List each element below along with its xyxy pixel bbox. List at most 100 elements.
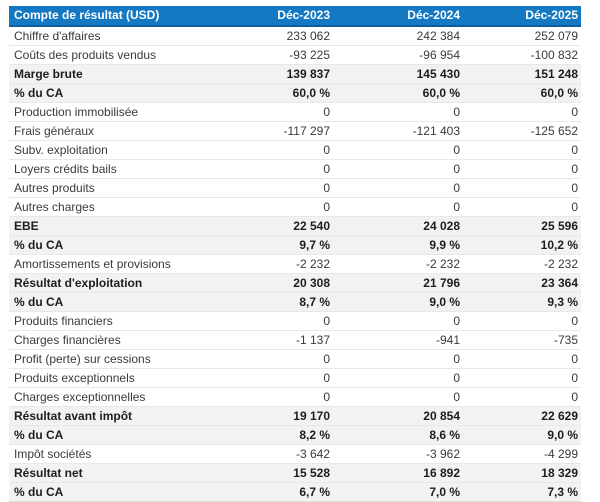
row-label: Impôt sociétés xyxy=(14,447,92,461)
table-row: % du CA 6,7 % 7,0 % 7,3 % xyxy=(9,482,581,502)
row-label: Résultat d'exploitation xyxy=(14,276,143,290)
table-row: Autres charges 0 0 0 xyxy=(9,197,581,217)
row-value-dec-2024: 7,0 % xyxy=(429,485,460,499)
row-value-dec-2024: 60,0 % xyxy=(422,86,460,100)
row-value-dec-2025: 0 xyxy=(571,314,578,328)
row-value-dec-2024: 20 854 xyxy=(423,409,460,423)
table-row: Résultat d'exploitation 20 308 21 796 23… xyxy=(9,273,581,293)
row-label: Production immobilisée xyxy=(14,105,139,119)
row-value-dec-2025: 0 xyxy=(571,181,578,195)
row-value-dec-2024: 21 796 xyxy=(423,276,460,290)
row-label: Marge brute xyxy=(14,67,83,81)
row-value-dec-2023: 0 xyxy=(323,314,330,328)
row-label: Charges exceptionnelles xyxy=(14,390,146,404)
table-row: EBE 22 540 24 028 25 596 xyxy=(9,216,581,236)
row-label: % du CA xyxy=(14,238,64,252)
row-value-dec-2024: 0 xyxy=(453,314,460,328)
row-label: Produits exceptionnels xyxy=(14,371,135,385)
row-value-dec-2023: 0 xyxy=(323,143,330,157)
row-value-dec-2025: 25 596 xyxy=(541,219,578,233)
row-label: Subv. exploitation xyxy=(14,143,108,157)
row-label: Autres produits xyxy=(14,181,95,195)
row-value-dec-2023: -2 232 xyxy=(295,257,330,271)
row-value-dec-2023: 0 xyxy=(323,181,330,195)
table-row: Subv. exploitation 0 0 0 xyxy=(9,140,581,160)
row-value-dec-2023: 0 xyxy=(323,352,330,366)
income-statement-table: Compte de résultat (USD) Déc-2023 Déc-20… xyxy=(9,6,581,502)
row-value-dec-2024: 0 xyxy=(453,371,460,385)
row-value-dec-2025: 151 248 xyxy=(534,67,578,81)
row-value-dec-2024: 0 xyxy=(453,181,460,195)
row-value-dec-2023: 60,0 % xyxy=(292,86,330,100)
row-value-dec-2024: 145 430 xyxy=(416,67,460,81)
row-value-dec-2024: 0 xyxy=(453,352,460,366)
table-body: Chiffre d'affaires 233 062 242 384 252 0… xyxy=(9,26,581,502)
row-value-dec-2024: 0 xyxy=(453,162,460,176)
row-value-dec-2025: 7,3 % xyxy=(547,485,578,499)
income-statement-container: Compte de résultat (USD) Déc-2023 Déc-20… xyxy=(9,6,581,502)
row-value-dec-2025: -125 652 xyxy=(530,124,578,138)
row-label: Loyers crédits bails xyxy=(14,162,117,176)
row-value-dec-2023: 15 528 xyxy=(293,466,330,480)
row-value-dec-2023: 233 062 xyxy=(286,29,330,43)
row-value-dec-2025: 60,0 % xyxy=(540,86,578,100)
column-header-dec-2023: Déc-2023 xyxy=(233,6,333,27)
table-row: % du CA 60,0 % 60,0 % 60,0 % xyxy=(9,83,581,103)
row-value-dec-2024: 0 xyxy=(453,143,460,157)
row-value-dec-2025: 0 xyxy=(571,105,578,119)
row-value-dec-2025: 0 xyxy=(571,143,578,157)
row-label: Chiffre d'affaires xyxy=(14,29,101,43)
row-value-dec-2025: -735 xyxy=(553,333,578,347)
row-value-dec-2024: 0 xyxy=(453,200,460,214)
row-value-dec-2023: 0 xyxy=(323,390,330,404)
row-value-dec-2024: -3 962 xyxy=(425,447,460,461)
table-row: Marge brute 139 837 145 430 151 248 xyxy=(9,64,581,84)
row-label: Résultat net xyxy=(14,466,83,480)
row-value-dec-2023: 0 xyxy=(323,105,330,119)
row-label: Charges financières xyxy=(14,333,121,347)
row-value-dec-2023: 0 xyxy=(323,162,330,176)
row-value-dec-2025: 0 xyxy=(571,352,578,366)
row-value-dec-2024: 0 xyxy=(453,390,460,404)
row-value-dec-2023: 139 837 xyxy=(286,67,330,81)
row-value-dec-2025: 0 xyxy=(571,162,578,176)
table-row: % du CA 8,7 % 9,0 % 9,3 % xyxy=(9,292,581,312)
row-label: Frais généraux xyxy=(14,124,95,138)
row-value-dec-2023: 0 xyxy=(323,371,330,385)
row-value-dec-2025: 10,2 % xyxy=(540,238,578,252)
row-value-dec-2024: 0 xyxy=(453,105,460,119)
row-label: % du CA xyxy=(14,428,64,442)
row-value-dec-2024: 9,9 % xyxy=(429,238,460,252)
row-value-dec-2024: 8,6 % xyxy=(429,428,460,442)
row-value-dec-2023: 8,7 % xyxy=(299,295,330,309)
row-value-dec-2024: -96 954 xyxy=(419,48,460,62)
row-label: Amortissements et provisions xyxy=(14,257,171,271)
row-value-dec-2023: 9,7 % xyxy=(299,238,330,252)
row-value-dec-2024: 24 028 xyxy=(423,219,460,233)
table-row: Produits exceptionnels 0 0 0 xyxy=(9,368,581,388)
column-header-dec-2025: Déc-2025 xyxy=(463,6,581,27)
table-row: Profit (perte) sur cessions 0 0 0 xyxy=(9,349,581,369)
row-value-dec-2023: -93 225 xyxy=(289,48,330,62)
table-row: Chiffre d'affaires 233 062 242 384 252 0… xyxy=(9,26,581,46)
row-label: Profit (perte) sur cessions xyxy=(14,352,151,366)
row-value-dec-2025: 252 079 xyxy=(534,29,578,43)
row-value-dec-2023: -3 642 xyxy=(295,447,330,461)
row-value-dec-2023: 0 xyxy=(323,200,330,214)
table-title: Compte de résultat (USD) xyxy=(9,6,233,27)
table-row: Résultat avant impôt 19 170 20 854 22 62… xyxy=(9,406,581,426)
table-row: Charges exceptionnelles 0 0 0 xyxy=(9,387,581,407)
row-value-dec-2023: 22 540 xyxy=(293,219,330,233)
row-label: Autres charges xyxy=(14,200,95,214)
row-value-dec-2023: 20 308 xyxy=(293,276,330,290)
row-label: % du CA xyxy=(14,295,64,309)
row-value-dec-2025: 0 xyxy=(571,390,578,404)
table-row: % du CA 9,7 % 9,9 % 10,2 % xyxy=(9,235,581,255)
row-value-dec-2024: 9,0 % xyxy=(429,295,460,309)
row-value-dec-2025: -100 832 xyxy=(530,48,578,62)
column-header-dec-2024: Déc-2024 xyxy=(333,6,463,27)
row-label: % du CA xyxy=(14,86,64,100)
table-row: Résultat net 15 528 16 892 18 329 xyxy=(9,463,581,483)
row-value-dec-2024: -121 403 xyxy=(412,124,460,138)
table-row: % du CA 8,2 % 8,6 % 9,0 % xyxy=(9,425,581,445)
